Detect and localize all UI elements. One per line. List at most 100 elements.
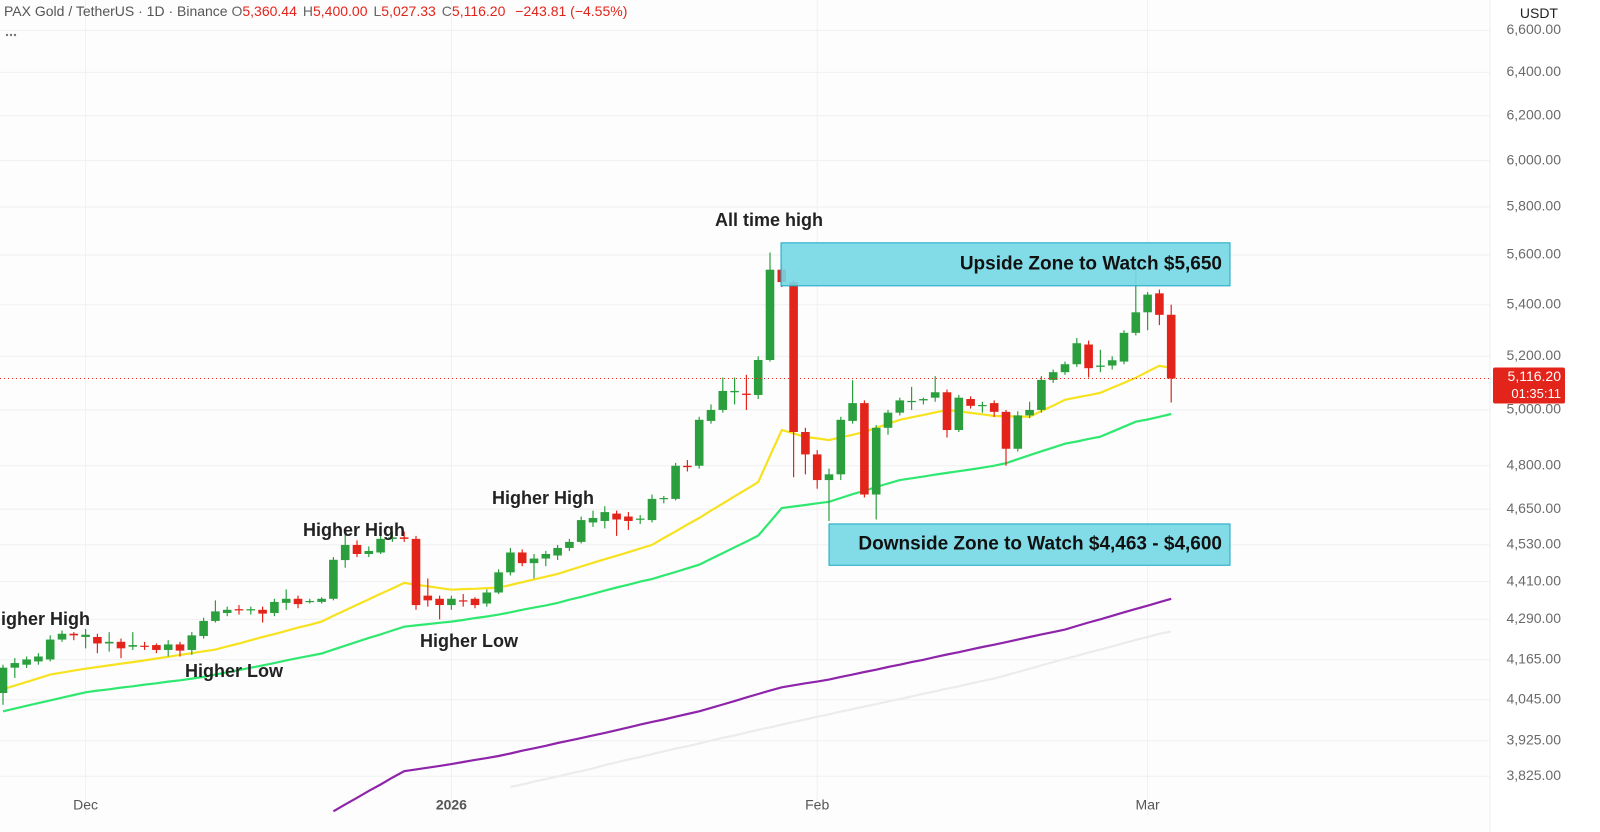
plot-area xyxy=(0,252,1176,813)
candle-body xyxy=(824,474,834,481)
candle-body xyxy=(718,390,728,410)
candle-body xyxy=(588,518,598,523)
x-tick-label: Feb xyxy=(805,797,829,813)
ma-line xyxy=(2,412,1172,713)
candle-body xyxy=(600,512,610,521)
price-change: −243.81 (−4.55%) xyxy=(515,3,628,19)
ma-line xyxy=(2,364,1172,691)
menu-dot[interactable] xyxy=(5,33,9,37)
candle-body xyxy=(1037,379,1046,410)
y-tick-label: 4,800.00 xyxy=(1507,456,1562,472)
candle-body xyxy=(541,553,551,559)
candle-body xyxy=(1001,411,1011,449)
candle-body xyxy=(1025,409,1034,416)
candle-body xyxy=(529,558,539,564)
candle-body xyxy=(612,513,621,520)
ma-line xyxy=(510,630,1172,789)
candle-body xyxy=(801,431,810,455)
candle-body xyxy=(388,537,397,539)
candle-body xyxy=(930,392,940,398)
candle-body xyxy=(883,412,893,428)
candle-body xyxy=(81,634,90,637)
candle-body xyxy=(506,552,515,573)
candle-body xyxy=(140,645,149,647)
candle-body xyxy=(93,636,102,644)
candle-body xyxy=(871,427,881,495)
zone-label: Downside Zone to Watch $4,463 - $4,600 xyxy=(858,534,1222,555)
candle-body xyxy=(954,397,964,431)
candle-body xyxy=(399,537,409,539)
symbol-header: PAX Gold / TetherUS · 1D · Binance O5,36… xyxy=(4,3,633,19)
candle-body xyxy=(1107,360,1117,366)
candle-body xyxy=(683,465,692,468)
menu-dot[interactable] xyxy=(13,33,17,37)
candle-body xyxy=(966,399,975,406)
candle-body xyxy=(836,419,846,475)
candle-body xyxy=(565,541,574,548)
ohlc-key: C xyxy=(441,3,452,19)
annotation: Higher Low xyxy=(420,631,519,651)
candle-body xyxy=(34,656,43,662)
x-tick-label: Dec xyxy=(73,797,98,813)
candle-body xyxy=(222,609,232,613)
candle-body xyxy=(435,598,444,606)
ma-line xyxy=(332,597,1172,813)
candle-body xyxy=(69,633,79,636)
candle-body xyxy=(447,598,456,606)
y-tick-label: 3,825.00 xyxy=(1507,767,1562,783)
y-tick-label: 4,290.00 xyxy=(1507,610,1562,626)
candle-body xyxy=(1013,415,1023,449)
candle-body xyxy=(352,544,362,554)
y-tick-label: 5,000.00 xyxy=(1507,401,1562,417)
y-tick-label: 6,000.00 xyxy=(1507,151,1562,167)
y-tick-label: 3,925.00 xyxy=(1507,732,1562,748)
y-tick-label: 6,200.00 xyxy=(1507,107,1562,123)
last-price-label: 5,116.20 xyxy=(1508,368,1562,384)
candle-body xyxy=(317,598,326,602)
candle-body xyxy=(730,390,739,393)
zone-box xyxy=(828,523,1231,566)
candle-body xyxy=(553,547,562,556)
candle-body xyxy=(163,644,173,650)
plot-background xyxy=(0,0,1490,832)
candle-body xyxy=(1155,293,1164,315)
candle-body xyxy=(907,400,916,403)
x-tick-label: 2026 xyxy=(436,797,467,813)
candle-body xyxy=(942,392,952,431)
candle-body xyxy=(458,600,468,602)
candle-body xyxy=(199,620,208,637)
candle-body xyxy=(978,405,987,407)
candle-body xyxy=(1048,372,1058,380)
candle-body xyxy=(635,518,645,520)
ohlc-key: O xyxy=(231,3,243,19)
candle-body xyxy=(411,538,421,606)
candle-body xyxy=(246,609,256,611)
annotation: Higher High xyxy=(492,488,594,508)
candle-body xyxy=(694,419,704,466)
candle-body xyxy=(624,516,633,521)
candle-body xyxy=(270,601,279,613)
candle-body xyxy=(258,609,267,614)
y-tick-label: 4,165.00 xyxy=(1507,650,1562,666)
candle-body xyxy=(848,403,857,421)
candle-body xyxy=(45,639,55,660)
menu-dot[interactable] xyxy=(9,33,13,37)
candle-body xyxy=(789,282,798,432)
candle-body xyxy=(1072,343,1082,365)
candle-body xyxy=(647,498,657,521)
candle-body xyxy=(659,498,669,500)
candle-body xyxy=(116,641,126,649)
candle-body xyxy=(706,409,716,421)
candle-body xyxy=(0,667,8,693)
currency-button[interactable]: USDT xyxy=(1513,3,1564,23)
zone-box xyxy=(780,242,1231,287)
candle-body xyxy=(576,520,586,542)
candle-body xyxy=(919,399,928,401)
ohlc-key: L xyxy=(373,3,382,19)
y-tick-label: 4,410.00 xyxy=(1507,572,1562,588)
ohlc-value: 5,360.44 xyxy=(242,3,297,19)
candle-body xyxy=(340,544,350,561)
ohlc-value: 5,400.00 xyxy=(313,3,368,19)
